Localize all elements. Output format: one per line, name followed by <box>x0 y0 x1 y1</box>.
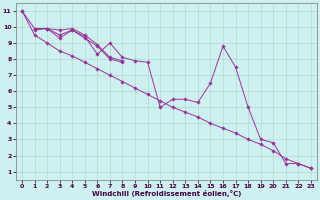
X-axis label: Windchill (Refroidissement éolien,°C): Windchill (Refroidissement éolien,°C) <box>92 190 241 197</box>
